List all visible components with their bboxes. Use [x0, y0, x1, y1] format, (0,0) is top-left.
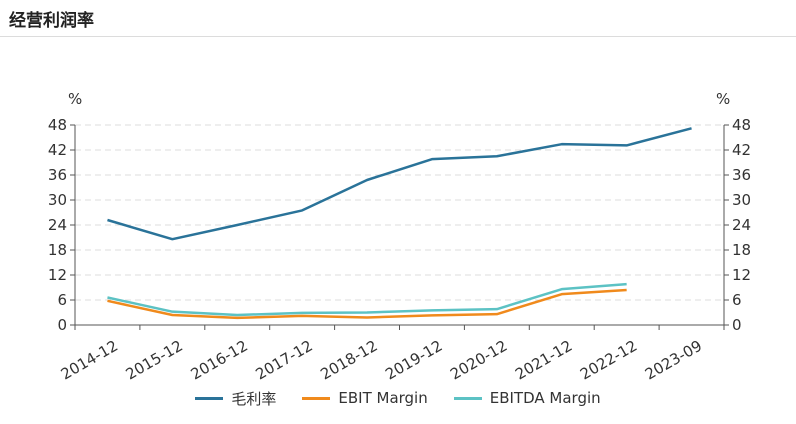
left-y-ticks: 0 6 12 18 24 30 36 42 48 — [48, 116, 75, 334]
grid-lines — [75, 124, 724, 301]
series-lines — [107, 127, 692, 320]
x-tick-label: 2023-09 — [642, 337, 705, 380]
page-title: 经营利润率 — [9, 11, 94, 31]
left-y-tick-label: 6 — [57, 291, 67, 309]
left-y-unit: % — [68, 90, 82, 108]
right-y-tick-label: 42 — [732, 141, 751, 159]
series-line-0 — [107, 127, 692, 241]
left-y-tick-label: 12 — [48, 266, 67, 284]
right-y-ticks: 0 6 12 18 24 30 36 42 48 — [724, 116, 751, 334]
legend-label: EBITDA Margin — [489, 389, 601, 407]
legend-label: EBIT Margin — [338, 389, 428, 407]
x-tick-label: 2014-12 — [58, 337, 121, 380]
right-y-tick-label: 6 — [732, 291, 742, 309]
x-tick-label: 2020-12 — [447, 337, 510, 380]
legend-label: 毛利率 — [231, 389, 277, 408]
left-y-tick-label: 30 — [48, 191, 67, 209]
x-ticks: 2014-12 2015-12 2016-12 2017-12 2018-12 2019-… — [58, 325, 725, 380]
series-line-2 — [107, 282, 627, 317]
legend-item-2[interactable]: EBITDA Margin — [453, 389, 601, 407]
right-y-tick-label: 48 — [732, 116, 751, 134]
right-y-tick-label: 24 — [732, 216, 751, 234]
right-y-tick-label: 36 — [732, 166, 751, 184]
legend-swatch — [453, 396, 482, 400]
legend-item-0[interactable]: 毛利率 — [195, 388, 276, 409]
right-y-tick-label: 0 — [732, 316, 742, 334]
right-y-tick-label: 30 — [732, 191, 751, 209]
left-y-tick-label: 42 — [48, 141, 67, 159]
x-tick-label: 2022-12 — [577, 337, 640, 380]
legend-swatch — [302, 396, 331, 400]
right-y-tick-label: 12 — [732, 266, 751, 284]
x-tick-label: 2016-12 — [188, 337, 251, 380]
left-y-tick-label: 24 — [48, 216, 67, 234]
page-header: 经营利润率 — [0, 0, 796, 37]
right-y-tick-label: 18 — [732, 241, 751, 259]
x-tick-label: 2021-12 — [512, 337, 575, 380]
left-y-tick-label: 36 — [48, 166, 67, 184]
left-y-tick-label: 0 — [57, 316, 67, 334]
left-y-tick-label: 18 — [48, 241, 67, 259]
x-tick-label: 2017-12 — [252, 337, 315, 380]
left-y-tick-label: 48 — [48, 116, 67, 134]
series-line-1 — [107, 288, 627, 320]
x-tick-label: 2019-12 — [382, 337, 445, 380]
chart-legend: 毛利率 EBIT Margin EBITDA Margin — [0, 386, 796, 410]
legend-item-1[interactable]: EBIT Margin — [302, 389, 428, 407]
x-tick-label: 2015-12 — [123, 337, 186, 380]
margin-line-chart: % % 0 6 12 18 24 30 36 42 48 0 6 12 18 24 30 36 42 48 20… — [48, 90, 751, 380]
right-y-unit: % — [716, 90, 730, 108]
legend-swatch — [195, 396, 224, 400]
x-tick-label: 2018-12 — [317, 337, 380, 380]
